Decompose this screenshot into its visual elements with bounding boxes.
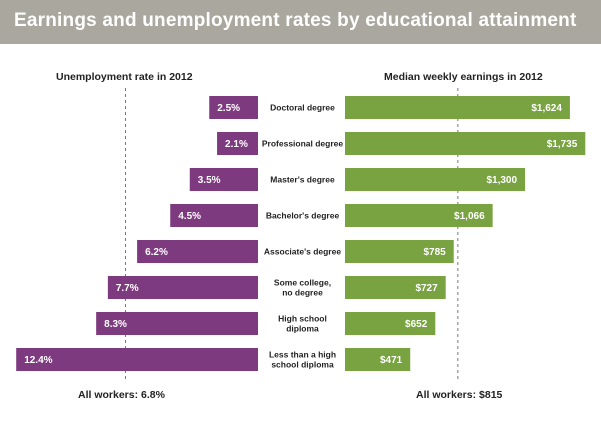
category-label: Associate's degree (264, 247, 341, 257)
unemployment-bar-label: 12.4% (24, 355, 52, 366)
unemployment-bar (170, 204, 258, 227)
earnings-bar (345, 168, 526, 191)
earnings-bar-label: $727 (415, 283, 438, 294)
chart-title: Earnings and unemployment rates by educa… (14, 10, 577, 31)
category-label: Master's degree (270, 175, 335, 185)
earnings-bar (345, 96, 570, 119)
earnings-panel-title: Median weekly earnings in 2012 (384, 71, 543, 83)
unemployment-bar-label: 4.5% (178, 211, 201, 222)
unemployment-bar (16, 348, 259, 371)
unemployment-bar-label: 6.2% (145, 247, 168, 258)
unemployment-panel-title: Unemployment rate in 2012 (56, 71, 193, 83)
earnings-bar-label: $1,735 (547, 139, 578, 150)
title-bar: Earnings and unemployment rates by educa… (0, 0, 601, 44)
unemployment-bar (189, 168, 258, 191)
earnings-bar (345, 204, 493, 227)
unemployment-average-label: All workers: 6.8% (78, 389, 165, 401)
earnings-bar-label: $652 (405, 319, 428, 330)
category-label: Professional degree (262, 139, 344, 149)
earnings-bar-label: $1,066 (454, 211, 485, 222)
earnings-bar-label: $785 (423, 247, 446, 258)
unemployment-bar-label: 2.5% (217, 103, 240, 114)
earnings-bar-label: $471 (380, 355, 403, 366)
earnings-bar-label: $1,624 (531, 103, 562, 114)
earnings-bar (345, 312, 436, 335)
earnings-bar-label: $1,300 (486, 175, 517, 186)
unemployment-bar-label: 7.7% (116, 283, 139, 294)
category-label: High school diploma (278, 314, 327, 334)
category-label: Doctoral degree (270, 103, 335, 113)
unemployment-bar-label: 8.3% (104, 319, 127, 330)
category-label: Some college, no degree (274, 278, 331, 298)
earnings-bar (345, 240, 454, 263)
earnings-average-label: All workers: $815 (416, 389, 503, 401)
unemployment-bar (96, 312, 259, 335)
unemployment-bar (209, 96, 258, 119)
unemployment-bar (107, 276, 258, 299)
earnings-bar (345, 276, 446, 299)
unemployment-bar (137, 240, 258, 263)
earnings-bar (345, 132, 586, 155)
earnings-bar (345, 348, 411, 371)
unemployment-bar-label: 3.5% (198, 175, 221, 186)
unemployment-bar (217, 132, 258, 155)
unemployment-bar-label: 2.1% (225, 139, 248, 150)
category-label: Less than a high school diploma (269, 350, 336, 370)
category-label: Bachelor's degree (266, 211, 340, 221)
